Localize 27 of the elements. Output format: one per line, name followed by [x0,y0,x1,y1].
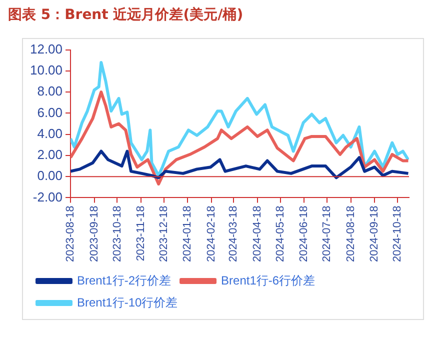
x-tick-label: 2024-05-18 [274,206,286,262]
x-tick-label: 2024-01-18 [182,206,194,262]
legend-label: Brent1行-6行价差 [221,273,316,288]
chart-title: 图表 5：Brent 近远月价差(美元/桶) [8,6,244,24]
x-tick-label: 2023-10-18 [111,206,124,262]
y-tick-label: 8.00 [37,84,63,99]
legend-label: Brent1行-2行价差 [77,273,172,288]
x-tick-label: 2024-10-18 [392,206,404,262]
x-tick-label: 2024-02-18 [205,206,218,262]
y-tick-label: 12.00 [30,41,63,56]
y-tick-label: 2.00 [37,147,63,162]
x-tick-label: 2024-03-18 [228,206,240,262]
x-tick-label: 2023-09-18 [88,206,100,262]
x-tick-label: 2024-07-18 [321,206,334,262]
x-tick-label: 2023-08-18 [64,206,77,262]
y-tick-label: -2.00 [32,189,63,204]
y-tick-label: 10.00 [30,62,63,78]
legend-label: Brent1行-10行价差 [77,295,178,310]
y-tick-label: 6.00 [37,104,63,120]
x-tick-label: 2024-09-18 [368,206,381,262]
y-tick-label: 4.00 [37,126,63,141]
x-tick-label: 2024-04-18 [251,206,264,262]
x-tick-label: 2023-12-18 [158,206,170,262]
y-tick-label: 0.00 [37,168,63,184]
x-tick-label: 2024-06-18 [298,206,310,262]
x-tick-label: 2023-11-18 [135,206,148,262]
x-tick-label: 2024-08-18 [344,206,357,262]
